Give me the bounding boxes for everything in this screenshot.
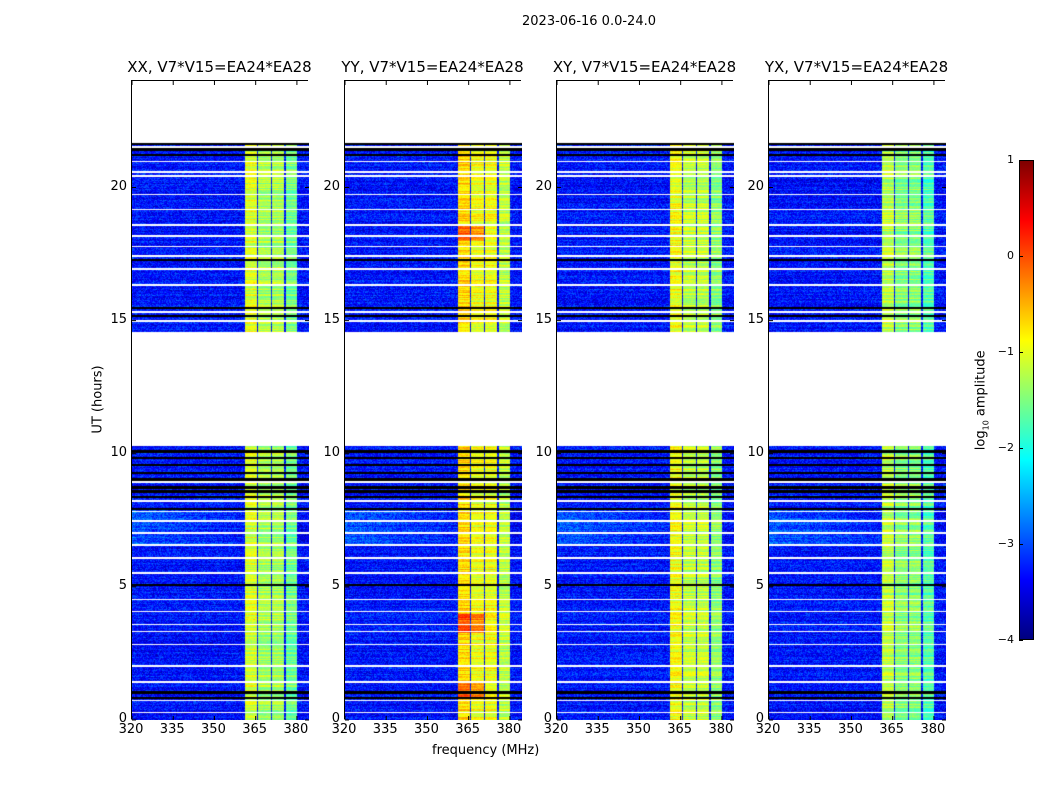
- y-tick-label: 20: [323, 178, 340, 194]
- x-axis-label: frequency (MHz): [432, 743, 540, 758]
- x-tick-label: 365: [242, 722, 268, 737]
- heatmap-image: [132, 81, 309, 720]
- x-tick-label: 335: [584, 722, 610, 737]
- x-tick-label: 320: [543, 722, 569, 737]
- x-tick-label: 350: [201, 722, 226, 737]
- colorbar-tick-mark: [1019, 352, 1023, 353]
- colorbar-label-rest: amplitude: [973, 350, 989, 421]
- x-tick-label: 335: [796, 722, 822, 737]
- x-tick-label: 380: [708, 722, 734, 737]
- x-tick-label: 365: [667, 722, 693, 737]
- x-tick-label: 350: [626, 722, 651, 737]
- colorbar-label-sub: 10: [981, 420, 991, 431]
- colorbar-tick-mark: [1019, 256, 1023, 257]
- axis-ticks: [344, 81, 522, 721]
- colorbar-tick-mark: [1019, 448, 1023, 449]
- x-tick-label: 365: [455, 722, 481, 737]
- colorbar-label: log10 amplitude: [974, 340, 991, 460]
- heatmap-panel: [768, 80, 946, 721]
- colorbar-tick-mark: [1019, 640, 1023, 641]
- y-tick-label: 10: [747, 444, 764, 460]
- y-tick-label: 20: [747, 178, 764, 194]
- y-tick-label: 20: [110, 178, 127, 194]
- axis-ticks: [556, 81, 734, 721]
- panel-title: XX, V7*V15=EA24*EA28: [127, 58, 312, 76]
- heatmap-image: [557, 81, 734, 720]
- y-tick-label: 10: [110, 444, 127, 460]
- y-tick-label: 10: [535, 444, 552, 460]
- colorbar-tick-mark: [1019, 160, 1023, 161]
- y-tick-label: 5: [118, 577, 127, 593]
- y-tick-label: 5: [543, 577, 552, 593]
- colorbar-tick-label: 0: [1007, 249, 1014, 262]
- y-tick-label: 5: [331, 577, 340, 593]
- x-tick-label: 320: [755, 722, 781, 737]
- x-tick-label: 335: [372, 722, 398, 737]
- y-tick-label: 15: [110, 311, 127, 327]
- heatmap-image: [769, 81, 946, 720]
- y-tick-label: 15: [535, 311, 552, 327]
- colorbar: [1019, 160, 1034, 640]
- figure-title: 2023-06-16 0.0-24.0: [522, 14, 656, 29]
- x-tick-label: 320: [118, 722, 144, 737]
- heatmap-panel: [556, 80, 734, 721]
- x-tick-label: 350: [414, 722, 439, 737]
- x-tick-label: 320: [331, 722, 357, 737]
- y-tick-label: 15: [747, 311, 764, 327]
- y-tick-label: 10: [323, 444, 340, 460]
- colorbar-tick-label: −2: [997, 441, 1014, 454]
- x-tick-label: 380: [496, 722, 522, 737]
- x-tick-label: 350: [838, 722, 863, 737]
- y-tick-label: 5: [755, 577, 764, 593]
- heatmap-panel: [344, 80, 522, 721]
- colorbar-tick-label: −1: [997, 345, 1014, 358]
- colorbar-tick-label: −4: [997, 633, 1014, 646]
- panel-title: YY, V7*V15=EA24*EA28: [341, 58, 524, 76]
- heatmap-panel: [131, 80, 309, 721]
- y-tick-label: 0: [543, 711, 552, 726]
- y-tick-label: 20: [535, 178, 552, 194]
- colorbar-tick-label: −3: [997, 537, 1014, 550]
- panel-title: YX, V7*V15=EA24*EA28: [764, 58, 949, 76]
- x-tick-label: 380: [283, 722, 309, 737]
- y-tick-label: 0: [755, 711, 764, 726]
- axis-ticks: [131, 81, 309, 721]
- heatmap-image: [345, 81, 522, 720]
- panel-title: XY, V7*V15=EA24*EA28: [552, 58, 737, 76]
- y-tick-label: 15: [323, 311, 340, 327]
- colorbar-label-log: log: [973, 430, 989, 451]
- x-tick-label: 335: [159, 722, 185, 737]
- y-tick-label: 0: [331, 711, 340, 726]
- colorbar-tick-mark: [1019, 544, 1023, 545]
- y-axis-label: UT (hours): [90, 365, 106, 434]
- axis-ticks: [768, 81, 946, 721]
- x-tick-label: 380: [920, 722, 946, 737]
- y-tick-label: 0: [118, 711, 127, 726]
- x-tick-label: 365: [879, 722, 905, 737]
- colorbar-tick-label: 1: [1007, 153, 1014, 166]
